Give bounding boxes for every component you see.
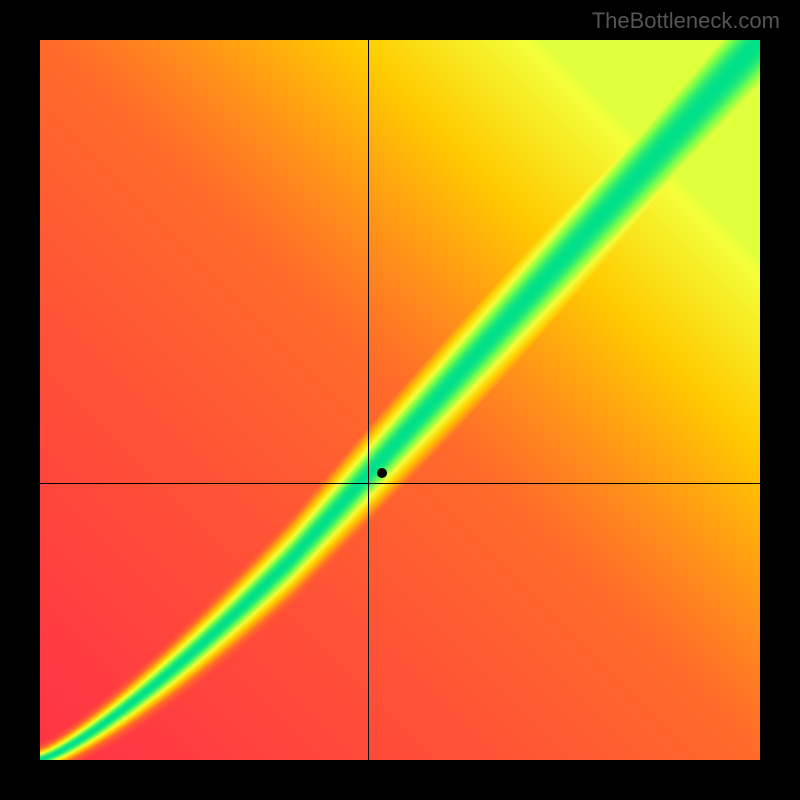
data-point-marker — [377, 468, 387, 478]
crosshair-horizontal — [40, 483, 760, 484]
watermark-text: TheBottleneck.com — [592, 8, 780, 34]
heatmap-canvas — [40, 40, 760, 760]
crosshair-vertical — [368, 40, 369, 760]
heatmap-plot — [40, 40, 760, 760]
